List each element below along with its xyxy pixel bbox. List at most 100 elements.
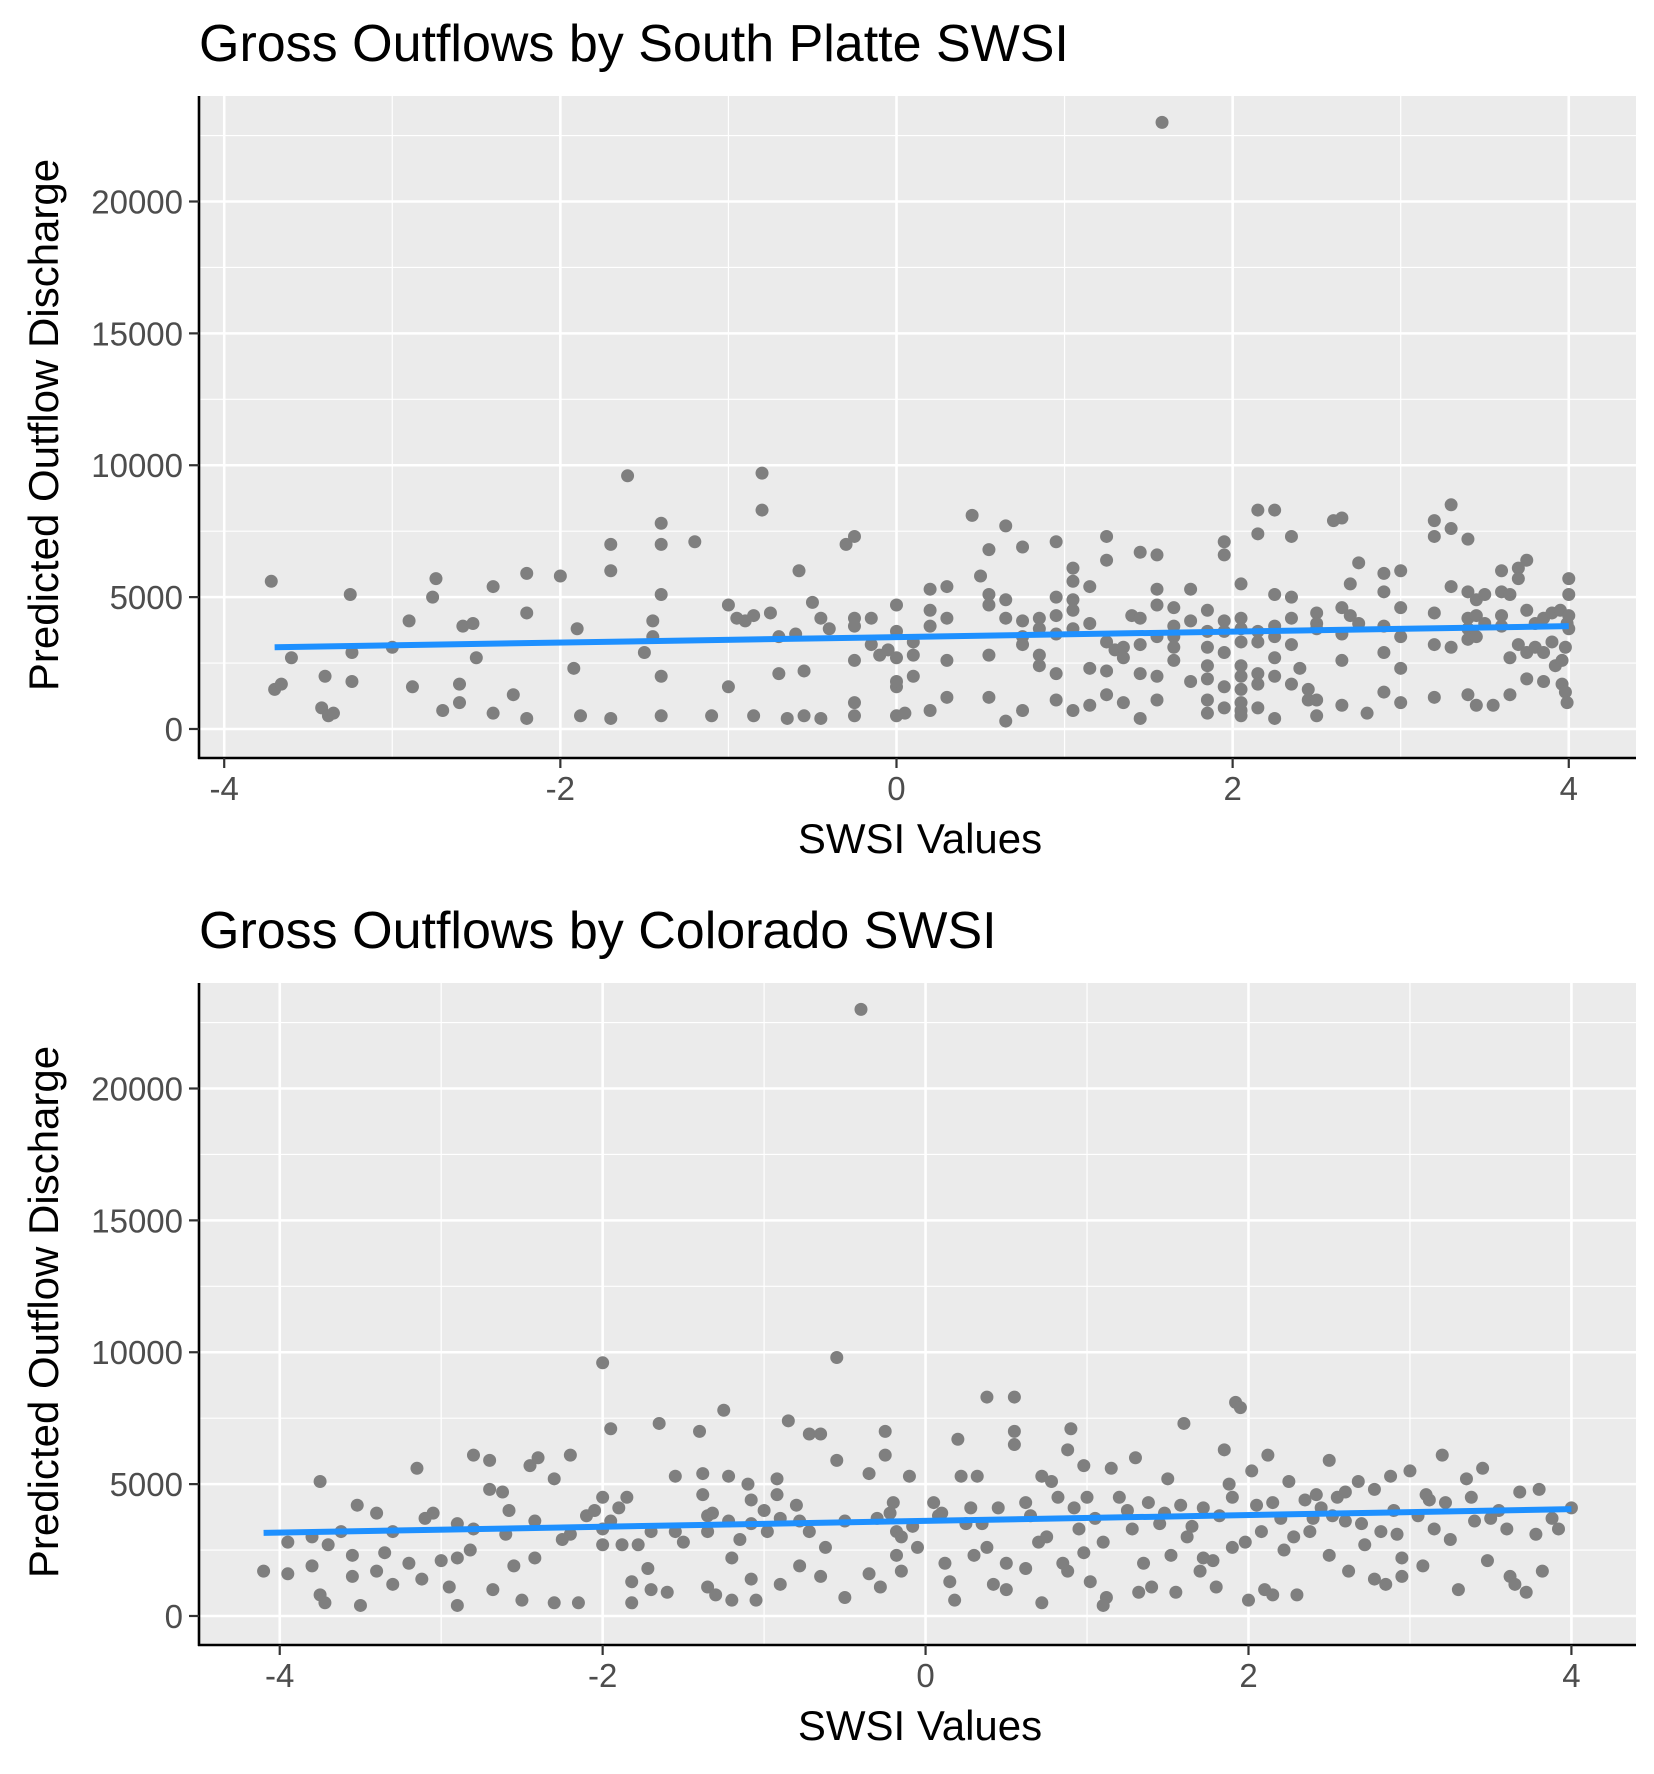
data-point [1145,1580,1159,1594]
data-point [1468,1514,1482,1528]
data-point [654,516,668,530]
data-point [1167,640,1181,654]
data-point [1150,582,1164,596]
data-point [705,709,719,723]
data-point [644,1583,658,1597]
data-point [668,1469,682,1483]
data-point [1035,1596,1049,1610]
data-point [596,1538,610,1552]
data-point [1545,1511,1559,1525]
data-point [1049,590,1063,604]
data-point [847,709,861,723]
data-point [1535,1564,1549,1578]
data-point [951,1432,965,1446]
data-point [257,1564,271,1578]
data-point [1251,701,1265,715]
data-point [1377,685,1391,699]
data-point [1234,709,1248,723]
data-point [466,616,480,630]
data-point [402,614,416,628]
data-point [1045,1474,1059,1488]
data-point [1245,1464,1259,1478]
data-point [1217,701,1231,715]
data-point [1377,585,1391,599]
x-tick-label: -2 [588,1657,617,1694]
data-point [506,688,520,702]
data-point [1403,1464,1417,1478]
data-point [1459,1472,1473,1486]
data-point [1032,611,1046,625]
data-point [1150,693,1164,707]
data-point [1427,638,1441,652]
data-point [1322,1548,1336,1562]
data-point [1222,1477,1236,1491]
data-point [1083,698,1097,712]
data-point [1355,1517,1369,1531]
data-point [773,1577,787,1591]
data-point [1335,511,1349,525]
data-point [515,1593,529,1607]
data-point [1427,690,1441,704]
data-point [284,651,298,665]
data-point [1360,706,1374,720]
data-point [999,714,1013,728]
data-point [789,1498,803,1512]
data-point [1077,1546,1091,1560]
data-point [1268,711,1282,725]
data-point [705,1506,719,1520]
data-point [402,1556,416,1570]
data-point [873,1580,887,1594]
data-point [1338,1485,1352,1499]
data-point [749,1593,763,1607]
data-point [1167,619,1181,633]
data-point [1096,1535,1110,1549]
chart-title: Gross Outflows by South Platte SWSI [199,15,1069,73]
x-tick-label: -4 [265,1657,294,1694]
data-point [898,706,912,720]
data-point [999,519,1013,533]
data-point [1444,522,1458,536]
data-point [940,611,954,625]
data-point [1196,1551,1210,1565]
data-point [604,537,618,551]
data-point [923,704,937,718]
data-point [923,582,937,596]
data-point [1072,1522,1086,1536]
data-point [1394,661,1408,675]
x-tick-label: 4 [1560,770,1578,807]
data-point [847,619,861,633]
data-point [1394,696,1408,710]
y-tick-label: 10000 [91,447,183,484]
data-point [1200,693,1214,707]
data-point [757,1503,771,1517]
data-point [878,1424,892,1438]
data-point [1427,606,1441,620]
data-point [1234,682,1248,696]
data-point [547,1472,561,1486]
data-point [1520,603,1534,617]
data-point [654,669,668,683]
data-point [1508,1577,1522,1591]
y-tick-label: 15000 [91,315,183,352]
data-point [1277,1543,1291,1557]
data-point [999,593,1013,607]
data-point [1384,1469,1398,1483]
data-point [1358,1538,1372,1552]
data-point [1217,614,1231,628]
data-point [274,677,288,691]
data-point [862,1467,876,1481]
data-point [1443,1533,1457,1547]
data-point [1261,1448,1275,1462]
data-point [281,1535,295,1549]
data-point [709,1588,723,1602]
data-point [353,1598,367,1612]
data-point [1007,1424,1021,1438]
data-point [1464,1490,1478,1504]
data-point [450,1551,464,1565]
data-point [1083,580,1097,594]
data-point [405,680,419,694]
data-point [1495,564,1509,578]
data-point [744,1493,758,1507]
data-point [264,574,278,588]
y-tick-label: 20000 [91,183,183,220]
